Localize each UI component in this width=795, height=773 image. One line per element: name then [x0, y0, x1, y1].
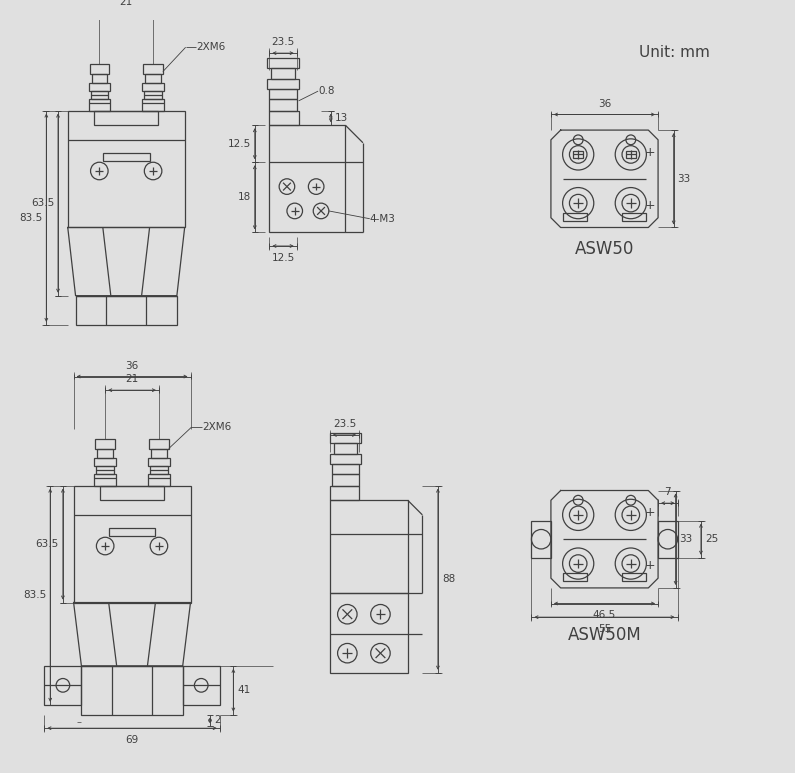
Bar	[658, 521, 677, 558]
Text: 2XM6: 2XM6	[196, 43, 226, 53]
Text: 33: 33	[680, 534, 692, 544]
Text: 55: 55	[598, 624, 611, 634]
Bar	[95, 111, 158, 125]
Text: 12.5: 12.5	[227, 138, 251, 148]
Bar	[267, 58, 299, 68]
Text: 33: 33	[677, 174, 691, 184]
Bar	[622, 213, 646, 220]
Bar	[88, 99, 110, 111]
Text: 25: 25	[705, 534, 718, 544]
Bar	[90, 64, 109, 73]
Bar	[148, 474, 169, 485]
Text: ASW50M: ASW50M	[568, 625, 642, 644]
Bar	[149, 439, 169, 448]
Text: 63.5: 63.5	[36, 539, 59, 549]
Text: 41: 41	[237, 685, 250, 695]
Bar	[332, 474, 359, 485]
Bar	[74, 485, 191, 602]
Bar	[97, 448, 113, 458]
Bar	[91, 73, 107, 83]
Bar	[95, 439, 115, 448]
Text: 0.8: 0.8	[318, 86, 335, 96]
Text: 69: 69	[126, 735, 138, 745]
Text: 46.5: 46.5	[593, 611, 616, 620]
Bar	[150, 466, 168, 474]
Bar	[100, 485, 164, 500]
Bar	[95, 474, 116, 485]
Text: +: +	[645, 559, 656, 572]
Text: 88: 88	[442, 574, 455, 584]
Bar	[622, 574, 646, 581]
Text: 23.5: 23.5	[271, 37, 295, 47]
Bar	[531, 521, 551, 558]
Bar	[332, 465, 359, 474]
Text: 18: 18	[238, 192, 251, 203]
Text: 7: 7	[665, 487, 671, 497]
Bar	[88, 83, 110, 91]
Bar	[95, 458, 116, 466]
Bar	[81, 666, 183, 714]
Bar	[145, 73, 161, 83]
Text: 13: 13	[335, 113, 348, 123]
Bar	[271, 68, 295, 80]
Bar	[330, 593, 408, 673]
Bar	[330, 485, 359, 500]
Text: Unit: mm: Unit: mm	[638, 45, 709, 60]
Bar	[68, 111, 184, 227]
Bar	[330, 500, 408, 593]
Bar	[148, 458, 169, 466]
Text: ASW50: ASW50	[575, 240, 634, 258]
Bar	[143, 64, 163, 73]
Bar	[142, 99, 164, 111]
Bar	[270, 89, 297, 99]
Text: 21: 21	[126, 374, 138, 384]
Bar	[330, 433, 361, 443]
Bar	[145, 91, 162, 99]
Bar	[334, 443, 357, 455]
Text: 21: 21	[119, 0, 133, 8]
Text: 83.5: 83.5	[23, 591, 46, 600]
Text: 12.5: 12.5	[271, 253, 295, 263]
Bar	[151, 448, 167, 458]
Bar	[45, 666, 81, 705]
Text: 4-M3: 4-M3	[370, 213, 396, 223]
Text: 83.5: 83.5	[19, 213, 42, 223]
Bar	[270, 111, 299, 125]
Text: 36: 36	[126, 361, 138, 371]
Text: 23.5: 23.5	[333, 419, 356, 429]
Text: +: +	[645, 506, 656, 519]
Bar	[91, 91, 108, 99]
Bar	[103, 154, 149, 162]
Bar	[563, 574, 587, 581]
Bar	[142, 83, 164, 91]
Bar	[183, 666, 219, 705]
Bar	[573, 151, 583, 158]
Text: +: +	[645, 146, 656, 159]
Bar	[267, 80, 299, 89]
Bar	[76, 296, 176, 325]
Bar	[626, 151, 636, 158]
Bar	[96, 466, 114, 474]
Text: 2: 2	[214, 715, 220, 725]
Bar	[563, 213, 587, 220]
Text: 2XM6: 2XM6	[202, 422, 231, 432]
Text: +: +	[645, 199, 656, 212]
Bar	[330, 455, 361, 465]
Bar	[109, 529, 156, 536]
Bar	[270, 99, 297, 111]
Bar	[270, 125, 345, 233]
Text: 63.5: 63.5	[31, 198, 54, 208]
Text: 36: 36	[598, 99, 611, 109]
